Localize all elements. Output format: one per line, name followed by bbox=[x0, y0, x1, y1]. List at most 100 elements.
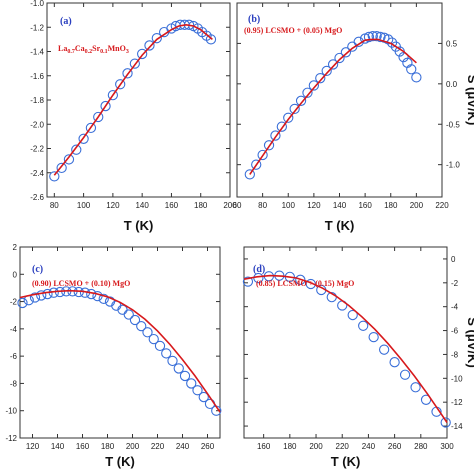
panel-letter: (a) bbox=[60, 16, 72, 27]
data-point bbox=[179, 370, 191, 382]
x-tick-label: 100 bbox=[282, 201, 296, 210]
y-tick-label: -12 bbox=[451, 398, 463, 407]
data-point bbox=[186, 378, 197, 389]
x-tick-label: 140 bbox=[333, 201, 347, 210]
y-tick-label: -1.0 bbox=[30, 0, 44, 8]
y-tick-label: 0 bbox=[13, 270, 18, 279]
x-tick-label: 180 bbox=[384, 201, 398, 210]
data-point bbox=[36, 290, 47, 301]
y-tick-label: -10 bbox=[5, 407, 17, 416]
y-tick-label: -1.8 bbox=[30, 96, 44, 105]
data-point bbox=[399, 369, 411, 380]
data-point bbox=[295, 274, 306, 285]
chart-panel-3: 120 140 160 180 200 220 240 260 -12 -10 -8 -6 -4 -2 0 2… bbox=[5, 243, 222, 469]
data-point bbox=[71, 144, 82, 155]
x-axis-title: T (K) bbox=[105, 454, 135, 469]
data-point bbox=[363, 31, 375, 43]
y-tick-label: -10 bbox=[451, 374, 463, 383]
data-point bbox=[205, 34, 217, 45]
y-tick-label: -0.5 bbox=[446, 120, 460, 129]
data-point bbox=[154, 340, 166, 352]
y-tick-label: -2.4 bbox=[30, 169, 44, 178]
x-axis-title: T (K) bbox=[331, 454, 361, 469]
data-point bbox=[167, 355, 178, 367]
chart-panel-1: 80 100 120 140 160 180 200 -2.6 -2.4 -2.2 -2.0 -1.8… bbox=[30, 0, 237, 233]
y-tick-label: -2.6 bbox=[30, 193, 44, 202]
chart-panel-4: 160 180 200 220 240 260 280 300 -14 -12 -10 -8 -6 -4 -… bbox=[242, 246, 474, 469]
data-point bbox=[270, 130, 281, 141]
y-tick-label: -6 bbox=[451, 327, 459, 336]
data-point bbox=[389, 357, 400, 368]
data-point bbox=[367, 30, 378, 42]
x-tick-label: 240 bbox=[176, 442, 190, 451]
x-tick-label: 160 bbox=[165, 201, 179, 210]
x-tick-label: 280 bbox=[414, 442, 428, 451]
x-tick-label: 220 bbox=[336, 442, 350, 451]
data-point bbox=[63, 154, 75, 165]
y-tick-label: -1.4 bbox=[30, 48, 44, 57]
data-point bbox=[383, 34, 394, 45]
y-tick-label: 0.0 bbox=[446, 80, 458, 89]
data-point bbox=[161, 348, 172, 359]
data-point bbox=[347, 41, 358, 52]
data-point bbox=[173, 363, 184, 374]
x-tick-label: 160 bbox=[358, 201, 372, 210]
data-point bbox=[308, 80, 320, 91]
y-tick-label: -14 bbox=[451, 422, 463, 431]
data-point bbox=[107, 90, 119, 101]
data-point bbox=[198, 391, 209, 403]
data-point bbox=[358, 320, 369, 331]
y-tick-label: -4 bbox=[451, 303, 459, 312]
data-point bbox=[257, 149, 268, 161]
x-tick-label: 160 bbox=[257, 442, 271, 451]
data-point bbox=[129, 58, 140, 69]
data-point bbox=[263, 140, 275, 151]
data-point bbox=[371, 30, 382, 42]
data-point bbox=[378, 344, 390, 355]
data-point bbox=[251, 159, 262, 170]
panel-annotation: La0.7Ca0.2Sr0.1MnO3 bbox=[58, 44, 129, 55]
fit-line bbox=[19, 289, 221, 413]
data-point bbox=[406, 64, 417, 75]
data-point bbox=[321, 65, 332, 77]
x-tick-label: 120 bbox=[307, 201, 321, 210]
y-tick-label: 0.5 bbox=[446, 39, 458, 48]
x-tick-label: 80 bbox=[258, 201, 267, 210]
data-point bbox=[136, 320, 147, 332]
data-point bbox=[398, 52, 409, 63]
x-tick-label: 140 bbox=[135, 201, 149, 210]
formula-subscript: 3 bbox=[126, 49, 129, 55]
x-tick-label: 80 bbox=[50, 201, 59, 210]
data-point bbox=[334, 52, 345, 64]
y-tick-label: -1.0 bbox=[446, 161, 460, 170]
x-tick-label: 240 bbox=[362, 442, 376, 451]
data-point bbox=[276, 121, 287, 132]
data-point bbox=[302, 87, 313, 98]
y-tick-label: -12 bbox=[5, 434, 17, 443]
data-point bbox=[411, 72, 422, 83]
panel-annotation: (0.85) LCSMO + (0.15) MgO bbox=[256, 279, 354, 288]
x-tick-label: 200 bbox=[309, 442, 323, 451]
x-tick-label: 180 bbox=[283, 442, 297, 451]
formula-part: MnO bbox=[108, 44, 126, 53]
data-point bbox=[305, 278, 316, 290]
y-tick-label: 0 bbox=[451, 255, 456, 264]
chart-panel-2: 60 80 100 120 140 160 180 200 220 -1.0 -0.5 0.0 0.5 T… bbox=[233, 2, 474, 233]
data-point bbox=[315, 73, 326, 84]
x-tick-label: 300 bbox=[440, 442, 454, 451]
data-point bbox=[98, 293, 109, 304]
y-axis-title: S (μV/K) bbox=[465, 75, 474, 126]
x-tick-label: 200 bbox=[223, 201, 237, 210]
formula-subscript: 0.7 bbox=[67, 49, 75, 55]
panel-annotation: (0.90) LCSMO + (0.10) MgO bbox=[32, 279, 130, 288]
data-point bbox=[295, 95, 307, 106]
formula-part: Ca bbox=[75, 44, 85, 53]
fit-line bbox=[249, 38, 417, 175]
data-point bbox=[289, 103, 300, 115]
x-tick-label: 100 bbox=[77, 201, 91, 210]
x-tick-label: 180 bbox=[194, 201, 208, 210]
x-tick-label: 180 bbox=[101, 442, 115, 451]
data-point bbox=[78, 133, 89, 144]
data-point bbox=[129, 314, 141, 326]
data-point bbox=[368, 331, 379, 343]
